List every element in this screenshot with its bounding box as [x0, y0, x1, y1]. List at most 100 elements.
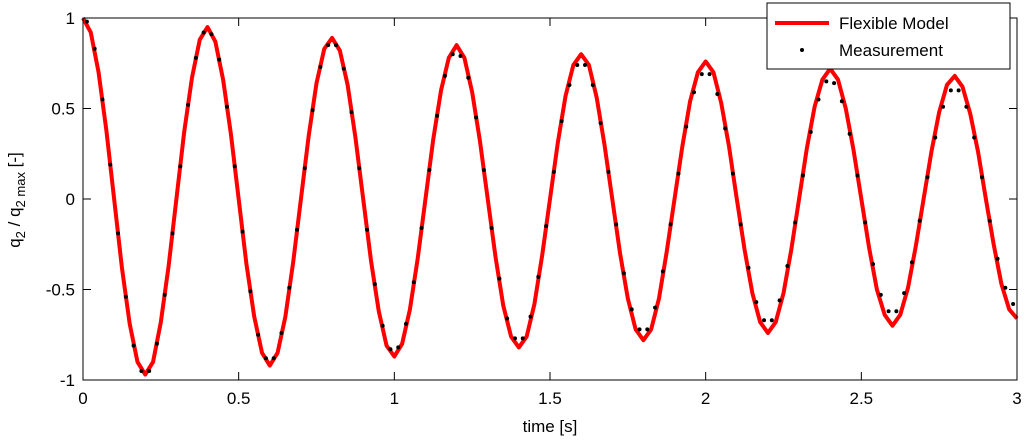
data-point: [878, 292, 883, 297]
data-point: [551, 169, 556, 174]
y-tick-label: -1: [60, 371, 75, 390]
data-point: [466, 75, 471, 80]
y-tick-label: 0: [66, 190, 75, 209]
data-point: [263, 356, 268, 361]
data-point: [178, 164, 183, 169]
x-axis-label: time [s]: [523, 417, 578, 436]
legend-label: Flexible Model: [839, 14, 949, 33]
data-point: [824, 79, 829, 84]
data-point: [279, 330, 284, 335]
data-point: [108, 162, 113, 167]
data-point: [847, 131, 852, 136]
data-point: [162, 292, 167, 297]
x-tick-label: 0: [78, 389, 87, 408]
data-point: [248, 289, 253, 294]
data-point: [575, 63, 580, 68]
data-point: [240, 229, 245, 234]
data-point: [170, 231, 175, 236]
data-point: [894, 309, 899, 314]
data-point: [131, 343, 136, 348]
data-point: [653, 305, 658, 310]
data-point: [808, 130, 813, 135]
data-point: [777, 298, 782, 303]
data-point: [116, 231, 121, 236]
x-tick-label: 2.5: [850, 389, 874, 408]
data-point: [886, 309, 891, 314]
data-point: [855, 173, 860, 178]
data-point: [629, 307, 634, 312]
legend-box: [766, 2, 1011, 70]
data-point: [948, 88, 953, 93]
legend: Flexible Model Measurement: [766, 2, 1011, 70]
data-point: [435, 113, 440, 118]
data-point: [318, 64, 323, 69]
data-point: [520, 336, 525, 341]
data-point: [154, 341, 159, 346]
y-label-part: q: [5, 238, 24, 247]
data-point: [372, 282, 377, 287]
data-point: [326, 43, 331, 48]
x-tick-label: 2: [701, 389, 710, 408]
data-point: [832, 81, 837, 86]
data-point: [388, 347, 393, 352]
data-point: [684, 124, 689, 129]
data-point: [746, 265, 751, 270]
y-tick-label: 1: [66, 9, 75, 28]
data-point: [139, 368, 144, 373]
data-line: [81, 17, 1019, 377]
data-point: [902, 291, 907, 296]
data-point: [816, 97, 821, 102]
data-point: [956, 88, 961, 93]
data-point: [123, 294, 128, 299]
data-point: [100, 97, 105, 102]
data-point: [762, 318, 767, 323]
y-label-part: [-]: [5, 152, 24, 172]
x-tick-label: 0.5: [227, 389, 251, 408]
data-point: [528, 314, 533, 319]
data-point: [800, 173, 805, 178]
y-label-sub: 2 max: [13, 172, 28, 208]
data-point: [201, 30, 206, 35]
data-point: [863, 220, 868, 225]
x-tick-label: 1: [390, 389, 399, 408]
data-point: [232, 164, 237, 169]
data-point: [302, 166, 307, 171]
data-point: [427, 168, 432, 173]
legend-symbol: [800, 48, 804, 52]
data-point: [411, 280, 416, 285]
data-point: [536, 274, 541, 279]
data-point: [964, 104, 969, 109]
data-point: [987, 218, 992, 223]
data-point: [715, 92, 720, 97]
data-point: [995, 256, 1000, 261]
data-point: [380, 323, 385, 328]
y-label-part: / q: [5, 207, 24, 231]
data-point: [972, 135, 977, 140]
data-point: [147, 368, 152, 373]
data-point: [1011, 301, 1016, 306]
data-point: [474, 115, 479, 120]
data-point: [559, 119, 564, 124]
data-point: [691, 90, 696, 95]
x-tick-label: 3: [1012, 389, 1021, 408]
data-point: [333, 43, 338, 48]
data-point: [505, 316, 510, 321]
data-point: [271, 356, 276, 361]
data-point: [396, 345, 401, 350]
data-point: [295, 227, 300, 232]
data-point: [404, 321, 409, 326]
data-point: [839, 99, 844, 104]
data-point: [442, 73, 447, 78]
data-point: [785, 263, 790, 268]
data-point: [769, 318, 774, 323]
y-axis-label: q2 / q2 max [-]: [5, 152, 28, 248]
data-point: [217, 57, 222, 62]
data-point: [614, 222, 619, 227]
data-point: [458, 54, 463, 59]
data-point: [365, 227, 370, 232]
data-point: [621, 271, 626, 276]
data-point: [489, 225, 494, 230]
data-point: [193, 55, 198, 60]
